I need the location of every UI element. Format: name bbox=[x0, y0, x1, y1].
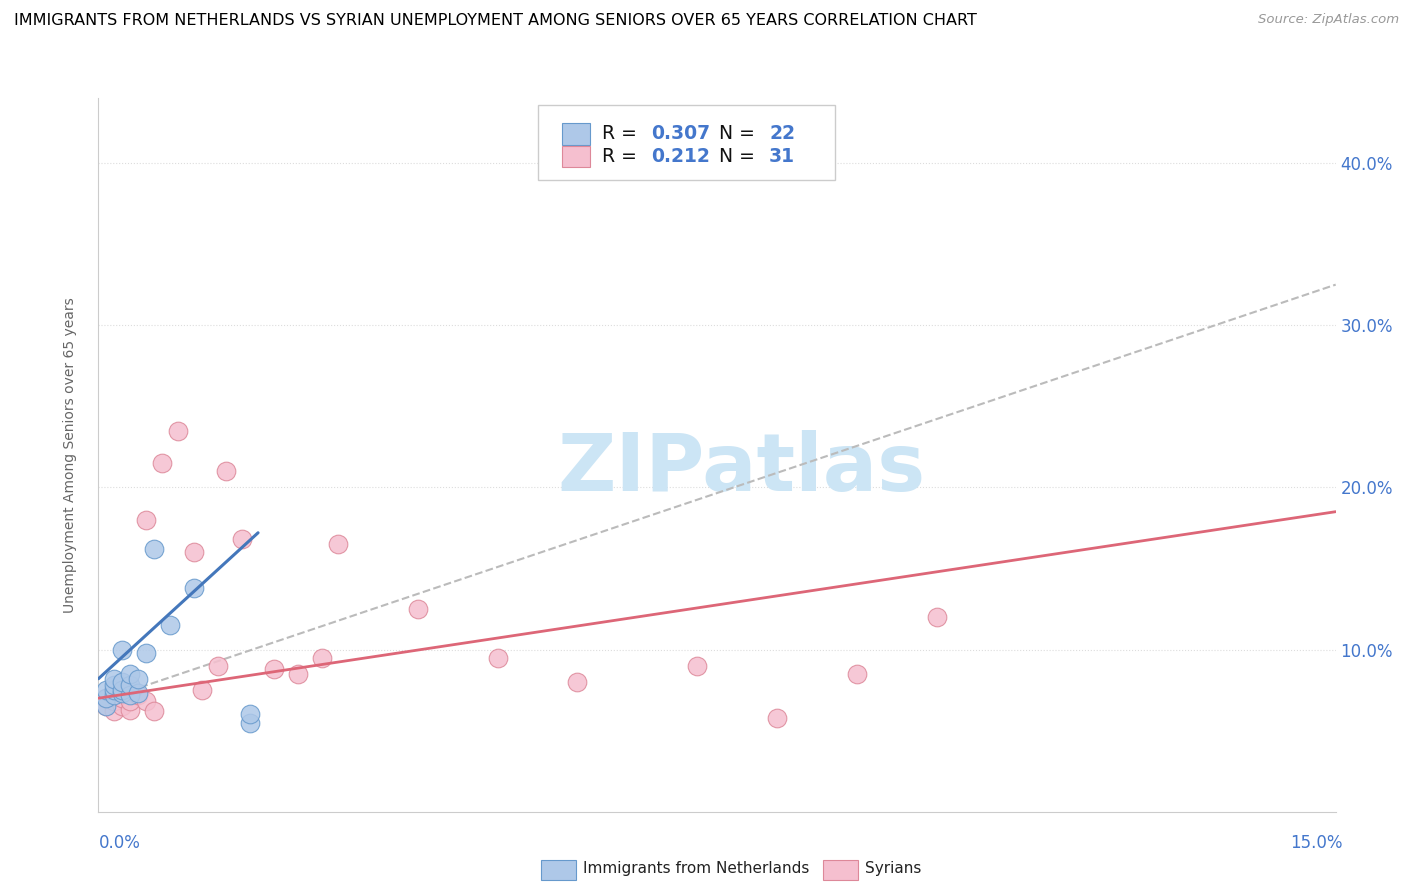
Point bbox=[96, 691, 118, 706]
Point bbox=[326, 537, 349, 551]
Point bbox=[135, 694, 157, 708]
Point bbox=[103, 688, 125, 702]
Point bbox=[239, 715, 262, 730]
Point bbox=[191, 683, 214, 698]
Text: N =: N = bbox=[707, 124, 761, 144]
Point bbox=[135, 513, 157, 527]
Y-axis label: Unemployment Among Seniors over 65 years: Unemployment Among Seniors over 65 years bbox=[63, 297, 77, 613]
Text: N =: N = bbox=[707, 147, 761, 166]
Point bbox=[150, 456, 173, 470]
Point bbox=[111, 675, 134, 690]
Point bbox=[135, 646, 157, 660]
Point bbox=[159, 618, 181, 632]
Text: R =: R = bbox=[602, 147, 648, 166]
Text: 31: 31 bbox=[769, 147, 794, 166]
Point bbox=[263, 662, 285, 676]
Text: R =: R = bbox=[602, 124, 643, 144]
Text: 0.0%: 0.0% bbox=[98, 834, 141, 852]
Point bbox=[207, 658, 229, 673]
FancyBboxPatch shape bbox=[562, 123, 589, 145]
Point bbox=[111, 691, 134, 706]
Point bbox=[111, 683, 134, 698]
Point bbox=[127, 672, 149, 686]
Text: Immigrants from Netherlands: Immigrants from Netherlands bbox=[583, 862, 810, 876]
Point bbox=[96, 691, 118, 706]
Point bbox=[127, 686, 149, 700]
Text: 15.0%: 15.0% bbox=[1291, 834, 1343, 852]
Point bbox=[239, 707, 262, 722]
Text: Source: ZipAtlas.com: Source: ZipAtlas.com bbox=[1258, 13, 1399, 27]
Point bbox=[120, 688, 142, 702]
Text: ZIPatlas: ZIPatlas bbox=[558, 430, 927, 508]
Point bbox=[311, 650, 333, 665]
Text: 22: 22 bbox=[769, 124, 794, 144]
FancyBboxPatch shape bbox=[562, 146, 589, 168]
Point bbox=[111, 642, 134, 657]
Point bbox=[103, 694, 125, 708]
Point bbox=[567, 675, 589, 690]
Point bbox=[103, 678, 125, 692]
Point bbox=[287, 666, 309, 681]
Point bbox=[103, 704, 125, 718]
Point bbox=[143, 704, 166, 718]
Point bbox=[406, 602, 429, 616]
Point bbox=[925, 610, 948, 624]
Point bbox=[96, 699, 118, 714]
Point bbox=[215, 464, 238, 478]
Point bbox=[120, 678, 142, 692]
Point bbox=[111, 699, 134, 714]
Point bbox=[167, 424, 190, 438]
Point bbox=[96, 699, 118, 714]
Point bbox=[103, 683, 125, 698]
Point bbox=[231, 533, 253, 547]
Text: IMMIGRANTS FROM NETHERLANDS VS SYRIAN UNEMPLOYMENT AMONG SENIORS OVER 65 YEARS C: IMMIGRANTS FROM NETHERLANDS VS SYRIAN UN… bbox=[14, 13, 977, 29]
Point bbox=[120, 666, 142, 681]
Point bbox=[111, 686, 134, 700]
Point bbox=[686, 658, 709, 673]
Point bbox=[127, 688, 149, 702]
Point bbox=[120, 702, 142, 716]
Point bbox=[96, 683, 118, 698]
FancyBboxPatch shape bbox=[537, 105, 835, 180]
Point bbox=[120, 694, 142, 708]
Point bbox=[103, 672, 125, 686]
Point bbox=[845, 666, 868, 681]
Point bbox=[111, 683, 134, 698]
Text: 0.307: 0.307 bbox=[651, 124, 710, 144]
Point bbox=[183, 545, 205, 559]
Point bbox=[486, 650, 509, 665]
Point bbox=[143, 541, 166, 556]
Text: Syrians: Syrians bbox=[865, 862, 921, 876]
Point bbox=[766, 711, 789, 725]
Point bbox=[183, 581, 205, 595]
Text: 0.212: 0.212 bbox=[651, 147, 710, 166]
